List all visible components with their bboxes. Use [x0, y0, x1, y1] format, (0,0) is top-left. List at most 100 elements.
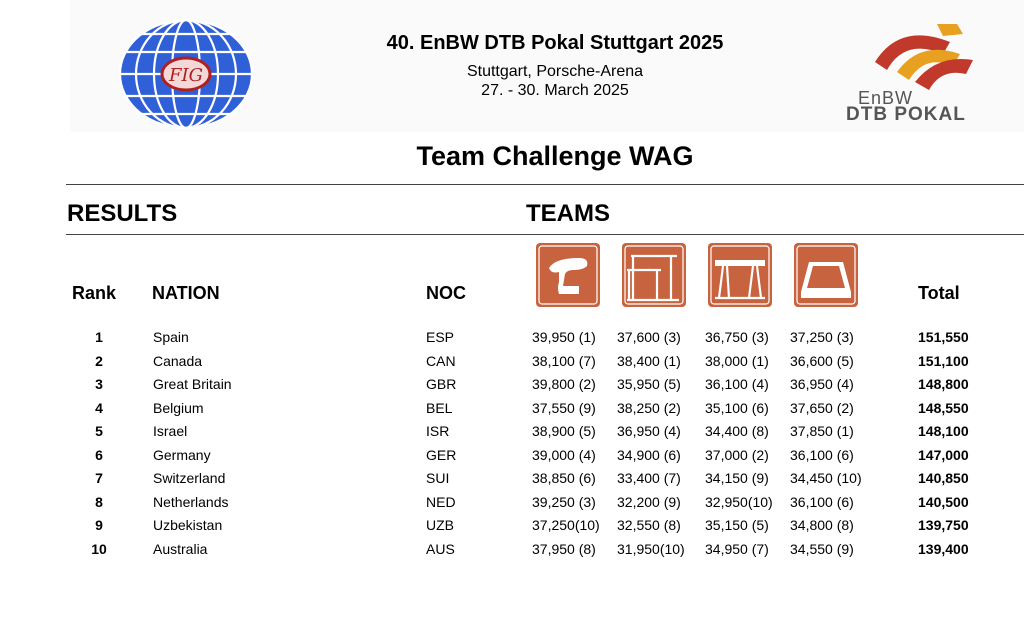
vault-score-cell: 39,000 (4) [532, 446, 596, 463]
rank-cell: 6 [95, 446, 103, 463]
rank-cell: 7 [95, 470, 103, 486]
table-row: 3 Great Britain GBR 39,800 (2) 35,950 (5) 36,… [0, 376, 1024, 399]
dtb-logo-line2: DTB POKAL [846, 104, 966, 125]
vault-score-cell: 39,800 (2) [532, 376, 596, 392]
fig-logo: FIG [118, 18, 254, 130]
bars-score-cell: 34,900 (6) [617, 446, 681, 463]
vault-score-cell: 38,850 (6) [532, 470, 596, 486]
rank-cell: 3 [95, 376, 103, 392]
vault-icon [536, 243, 600, 307]
section-results: RESULTS [67, 200, 178, 227]
total-cell: 140,850 [918, 470, 969, 486]
table-row: 5 Israel ISR 38,900 (5) 36,950 (4) 34,400 (8)… [0, 423, 1024, 446]
floor-score-cell: 37,650 (2) [790, 399, 854, 416]
table-row: 1 Spain ESP 39,950 (1) 37,600 (3) 36,750 (3) 3… [0, 329, 1024, 352]
bars-score-cell: 37,600 (3) [617, 329, 681, 345]
bars-score-cell: 38,250 (2) [617, 399, 681, 416]
floor-score-cell: 34,550 (9) [790, 540, 854, 557]
floor-score-cell: 36,100 (6) [790, 446, 854, 463]
beam-score-cell: 38,000 (1) [705, 352, 769, 369]
event-title: 40. EnBW DTB Pokal Stuttgart 2025 [386, 32, 724, 54]
floor-score-cell: 34,450 (10) [790, 470, 862, 486]
nation-cell: Spain [153, 329, 189, 345]
floor-score-cell: 34,800 (8) [790, 517, 854, 533]
nation-cell: Switzerland [153, 470, 226, 486]
bars-score-cell: 32,200 (9) [617, 493, 681, 510]
table-row: 7 Switzerland SUI 38,850 (6) 33,400 (7) 34,15… [0, 470, 1024, 493]
nation-cell: Canada [153, 352, 203, 369]
total-cell: 151,550 [918, 329, 969, 345]
nation-cell: Belgium [153, 399, 204, 416]
column-header-noc: NOC [426, 283, 466, 303]
noc-cell: GBR [426, 376, 457, 392]
floor-score-cell: 36,100 (6) [790, 493, 854, 510]
noc-cell: ESP [426, 329, 455, 345]
total-cell: 148,800 [918, 376, 969, 392]
vault-score-cell: 37,550 (9) [532, 399, 596, 416]
column-header-nation: NATION [152, 283, 220, 303]
total-cell: 139,750 [918, 517, 969, 533]
beam-score-cell: 32,950(10) [705, 493, 773, 510]
floor-exercise-icon [794, 243, 858, 307]
divider-section [66, 234, 1024, 235]
floor-score-cell: 37,250 (3) [790, 329, 854, 345]
floor-score-cell: 36,950 (4) [790, 376, 854, 392]
rank-cell: 10 [91, 540, 107, 557]
table-row: 4 Belgium BEL 37,550 (9) 38,250 (2) 35,100 (6… [0, 400, 1024, 423]
dtb-pokal-logo [875, 24, 973, 90]
beam-score-cell: 34,150 (9) [705, 470, 769, 486]
fig-logo-text: FIG [168, 65, 203, 86]
rank-cell: 8 [95, 493, 103, 510]
rank-cell: 1 [95, 329, 103, 345]
table-row: 10 Australia AUS 37,950 (8) 31,950(10) 34,950… [0, 541, 1024, 564]
floor-score-cell: 36,600 (5) [790, 352, 854, 369]
bars-score-cell: 38,400 (1) [617, 352, 681, 369]
section-teams: TEAMS [526, 200, 610, 227]
beam-score-cell: 35,150 (5) [705, 517, 769, 533]
total-cell: 151,100 [918, 352, 969, 369]
vault-score-cell: 38,900 (5) [532, 423, 596, 439]
vault-score-cell: 38,100 (7) [532, 352, 596, 369]
bars-score-cell: 32,550 (8) [617, 517, 681, 533]
nation-cell: Australia [153, 540, 208, 557]
floor-score-cell: 37,850 (1) [790, 423, 854, 439]
noc-cell: ISR [426, 423, 450, 439]
total-cell: 140,500 [918, 493, 969, 510]
table-row: 6 Germany GER 39,000 (4) 34,900 (6) 37,000 (2… [0, 447, 1024, 470]
noc-cell: UZB [426, 517, 454, 533]
rank-cell: 2 [95, 352, 103, 369]
vault-score-cell: 39,950 (1) [532, 329, 596, 345]
balance-beam-icon [708, 243, 772, 307]
nation-cell: Netherlands [153, 493, 229, 510]
table-row: 9 Uzbekistan UZB 37,250(10) 32,550 (8) 35,150… [0, 517, 1024, 540]
bars-score-cell: 31,950(10) [617, 540, 685, 557]
total-cell: 148,550 [918, 399, 969, 416]
beam-score-cell: 36,100 (4) [705, 376, 769, 392]
noc-cell: NED [426, 493, 456, 510]
rank-cell: 9 [95, 517, 103, 533]
noc-cell: CAN [426, 352, 456, 369]
noc-cell: SUI [426, 470, 450, 486]
total-cell: 147,000 [918, 446, 969, 463]
total-cell: 148,100 [918, 423, 969, 439]
table-row: 2 Canada CAN 38,100 (7) 38,400 (1) 38,000 (1)… [0, 353, 1024, 376]
total-cell: 139,400 [918, 540, 969, 557]
nation-cell: Uzbekistan [153, 517, 223, 533]
nation-cell: Israel [153, 423, 188, 439]
competition-title: Team Challenge WAG [416, 141, 694, 171]
bars-score-cell: 36,950 (4) [617, 423, 681, 439]
event-dates: 27. - 30. March 2025 [481, 82, 629, 99]
noc-cell: GER [426, 446, 457, 463]
bars-score-cell: 35,950 (5) [617, 376, 681, 392]
rank-cell: 5 [95, 423, 103, 439]
column-header-total: Total [918, 283, 960, 303]
beam-score-cell: 34,400 (8) [705, 423, 769, 439]
vault-score-cell: 39,250 (3) [532, 493, 596, 510]
beam-score-cell: 35,100 (6) [705, 399, 769, 416]
column-header-rank: Rank [72, 283, 117, 303]
uneven-bars-icon [622, 243, 686, 307]
noc-cell: BEL [426, 399, 453, 416]
beam-score-cell: 34,950 (7) [705, 540, 769, 557]
nation-cell: Great Britain [153, 376, 232, 392]
dtb-logo-line1: EnBW [858, 88, 914, 108]
